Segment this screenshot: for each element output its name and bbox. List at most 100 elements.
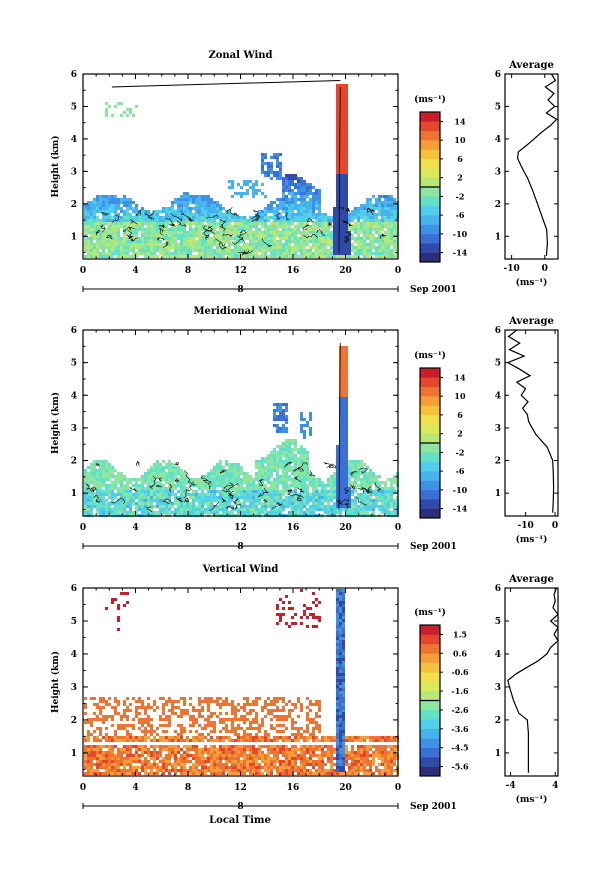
vertical-y-tick-label: 2 — [71, 716, 77, 726]
average-y-tick-label: 1 — [495, 749, 501, 759]
colorbar-tick-label: 2 — [457, 173, 463, 183]
colorbar-swatch — [420, 215, 440, 225]
vertical-y-tick-label: 1 — [71, 749, 77, 759]
vertical-colorbar: (ms⁻¹) 1.5 0.6 -0.6 -1.6 -2.6 -3.6 -4.5 -5.6 — [414, 607, 469, 777]
colorbar-swatch — [420, 508, 440, 519]
zonal-y-tick-label: 6 — [71, 70, 77, 80]
colorbar-tick-label: -14 — [453, 248, 468, 258]
colorbar-swatch — [420, 149, 440, 160]
average-y-tick-label: 4 — [495, 391, 501, 401]
colorbar-swatch — [420, 747, 440, 758]
colorbar-tick-label: -2 — [456, 191, 465, 201]
average-title: Average — [508, 574, 554, 585]
date-label: Sep 2001 — [410, 802, 457, 812]
colorbar-swatch — [420, 130, 440, 141]
colorbar-swatch — [420, 709, 440, 720]
colorbar-swatch — [420, 414, 440, 425]
colorbar-tick-label: 6 — [457, 154, 463, 164]
average-x-tick-label: -4 — [506, 781, 516, 791]
zonal-x-tick-label: 20 — [339, 266, 352, 276]
colorbar-swatch — [420, 140, 440, 150]
meridional-x-tick-label: 0 — [80, 523, 86, 533]
colorbar-tick-label: 10 — [454, 391, 466, 401]
meridional-x-tick-label: 4 — [132, 523, 138, 533]
colorbar-tick-label: -6 — [456, 466, 465, 476]
average-profile-line — [516, 73, 558, 256]
colorbar-tick-label: -3.6 — [451, 724, 469, 734]
colorbar-tick-label: -10 — [453, 485, 468, 495]
colorbar-swatch — [420, 452, 440, 463]
colorbar-swatch — [420, 728, 440, 739]
average-x-tick-label: 4 — [552, 781, 558, 791]
average-y-tick-label: 3 — [495, 167, 501, 177]
meridional-y-axis-label: Height (km) — [50, 392, 61, 454]
colorbar-swatch — [420, 766, 440, 777]
meridional-y-tick-label: 5 — [71, 359, 77, 369]
average-title: Average — [508, 60, 554, 71]
colorbar-swatch — [420, 205, 440, 216]
colorbar-swatch — [420, 499, 440, 509]
colorbar-swatch — [420, 121, 440, 132]
vertical-x-tick-label: 4 — [132, 783, 138, 793]
meridional-contours — [85, 343, 382, 513]
average-unit-label: (ms⁻¹) — [516, 277, 548, 288]
colorbar-swatch — [420, 672, 440, 682]
colorbar-tick-label: 14 — [454, 372, 466, 382]
average-y-tick-label: 3 — [495, 683, 501, 693]
average-y-tick-label: 3 — [495, 424, 501, 434]
zonal-x-tick-label: 12 — [234, 266, 247, 276]
zonal-y-axis-label: Height (km) — [50, 135, 61, 197]
average-frame — [504, 587, 559, 777]
vertical-y-tick-label: 3 — [71, 683, 77, 693]
average-y-tick-label: 6 — [495, 70, 501, 80]
zonal-x-tick-label: 4 — [132, 266, 138, 276]
average-title: Average — [508, 316, 554, 327]
zonal-contours — [95, 79, 387, 256]
date-mark-label: 8 — [237, 802, 243, 812]
colorbar-swatch — [420, 489, 440, 500]
date-mark-label: 8 — [237, 542, 243, 552]
colorbar-unit-label: (ms⁻¹) — [414, 94, 446, 105]
colorbar-swatch — [420, 662, 440, 673]
average-y-tick-label: 6 — [495, 326, 501, 336]
colorbar-swatch — [420, 625, 440, 635]
colorbar-swatch — [420, 691, 440, 701]
colorbar-swatch — [420, 471, 440, 481]
colorbar-tick-label: 10 — [454, 135, 466, 145]
average-y-tick-label: 4 — [495, 135, 501, 145]
colorbar-unit-label: (ms⁻¹) — [414, 350, 446, 361]
average-y-tick-label: 6 — [495, 584, 501, 594]
colorbar-swatch — [420, 224, 440, 235]
colorbar-tick-label: -2.6 — [451, 705, 469, 715]
meridional-title: Meridional Wind — [193, 306, 287, 317]
average-unit-label: (ms⁻¹) — [516, 534, 548, 545]
colorbar-tick-label: -4.5 — [451, 743, 468, 753]
colorbar-swatch — [420, 700, 440, 711]
date-label: Sep 2001 — [410, 285, 457, 295]
colorbar-swatch — [420, 433, 440, 444]
colorbar-swatch — [420, 653, 440, 664]
vertical-y-axis-label: Height (km) — [50, 651, 61, 713]
colorbar-swatch — [420, 681, 440, 692]
vertical-x-tick-label: 0 — [80, 783, 86, 793]
vertical-y-tick-label: 4 — [71, 650, 77, 660]
colorbar-swatch — [420, 643, 440, 654]
meridional-colorbar: (ms⁻¹) 14 10 6 2 -2 -6 -10 -14 — [414, 350, 468, 519]
average-profile-line — [506, 329, 555, 513]
colorbar-tick-label: 0.6 — [453, 648, 467, 658]
vertical-x-tick-label: 20 — [339, 783, 352, 793]
meridional-x-tick-label: 20 — [339, 523, 352, 533]
average-y-tick-label: 4 — [495, 650, 501, 660]
colorbar-swatch — [420, 634, 440, 645]
colorbar-swatch — [420, 377, 440, 388]
colorbar-tick-label: -6 — [456, 210, 465, 220]
average-frame — [504, 73, 559, 260]
colorbar-swatch — [420, 757, 440, 767]
zonal-colorbar: (ms⁻¹) 14 10 6 2 -2 -6 -10 -14 — [414, 94, 468, 263]
average-profile-line — [507, 587, 559, 773]
zonal-y-tick-label: 5 — [71, 102, 77, 112]
colorbar-swatch — [420, 424, 440, 434]
